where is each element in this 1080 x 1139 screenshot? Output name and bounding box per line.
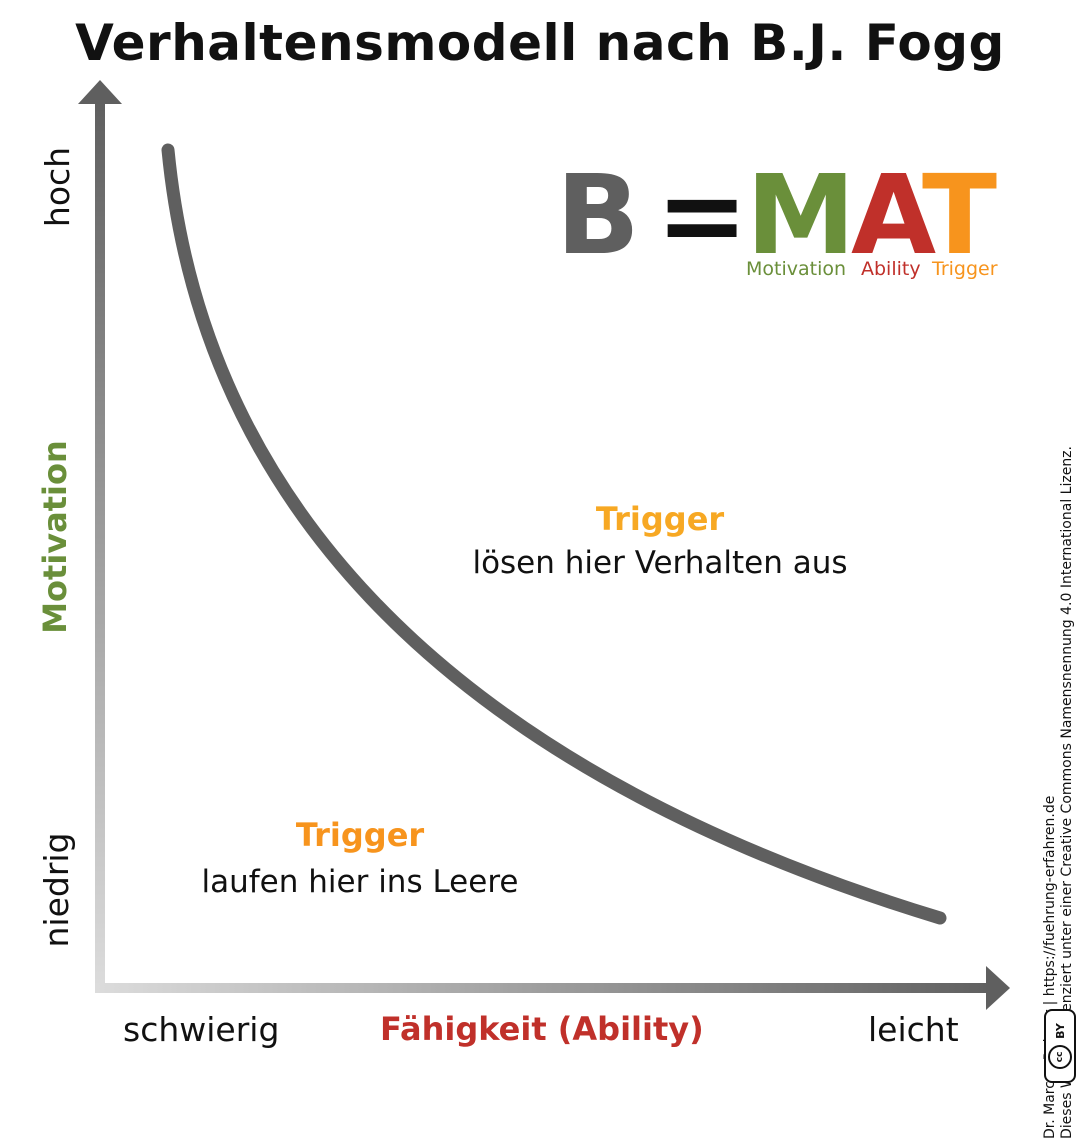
y-axis-high-label: hoch bbox=[38, 146, 77, 228]
x-axis-title: Fähigkeit (Ability) bbox=[380, 1010, 704, 1048]
y-axis-low-label: niedrig bbox=[37, 832, 76, 948]
credits: Dr. Marcus Raitner | https://fuehrung-er… bbox=[1042, 159, 1078, 1139]
above-curve-text: lösen hier Verhalten aus bbox=[472, 545, 848, 581]
y-axis-title: Motivation bbox=[36, 440, 74, 634]
credits-author: Dr. Marcus Raitner | https://fuehrung-er… bbox=[1042, 795, 1058, 1139]
formula-t: T bbox=[922, 151, 998, 279]
below-curve-title: Trigger bbox=[295, 816, 425, 854]
y-axis-line bbox=[95, 100, 105, 990]
credits-license: Dieses Werk ist lizenziert unter einer C… bbox=[1059, 446, 1075, 1139]
formula-ability-label: Ability bbox=[861, 258, 921, 280]
by-label: BY bbox=[1053, 1023, 1067, 1039]
formula-equals: = bbox=[656, 151, 749, 279]
formula-trigger-label: Trigger bbox=[932, 258, 998, 280]
x-axis-easy-label: leicht bbox=[868, 1010, 959, 1049]
formula-b: B bbox=[556, 151, 640, 279]
x-axis-hard-label: schwierig bbox=[123, 1010, 280, 1049]
formula-a: A bbox=[851, 151, 937, 279]
formula-motivation-label: Motivation bbox=[746, 258, 847, 280]
y-axis-arrowhead bbox=[78, 80, 122, 104]
behavior-model-diagram bbox=[78, 80, 1010, 1010]
x-axis-arrowhead bbox=[986, 966, 1010, 1010]
below-curve-text: laufen hier ins Leere bbox=[201, 864, 519, 900]
x-axis-line bbox=[95, 983, 995, 993]
action-line-curve bbox=[161, 143, 947, 925]
formula-m: M bbox=[746, 151, 856, 279]
cc-icon: cc bbox=[1048, 1044, 1072, 1069]
above-curve-title: Trigger bbox=[595, 500, 725, 538]
cc-by-badge[interactable]: cc BY bbox=[1044, 1009, 1076, 1083]
page-title: Verhaltensmodell nach B.J. Fogg bbox=[75, 14, 1005, 72]
